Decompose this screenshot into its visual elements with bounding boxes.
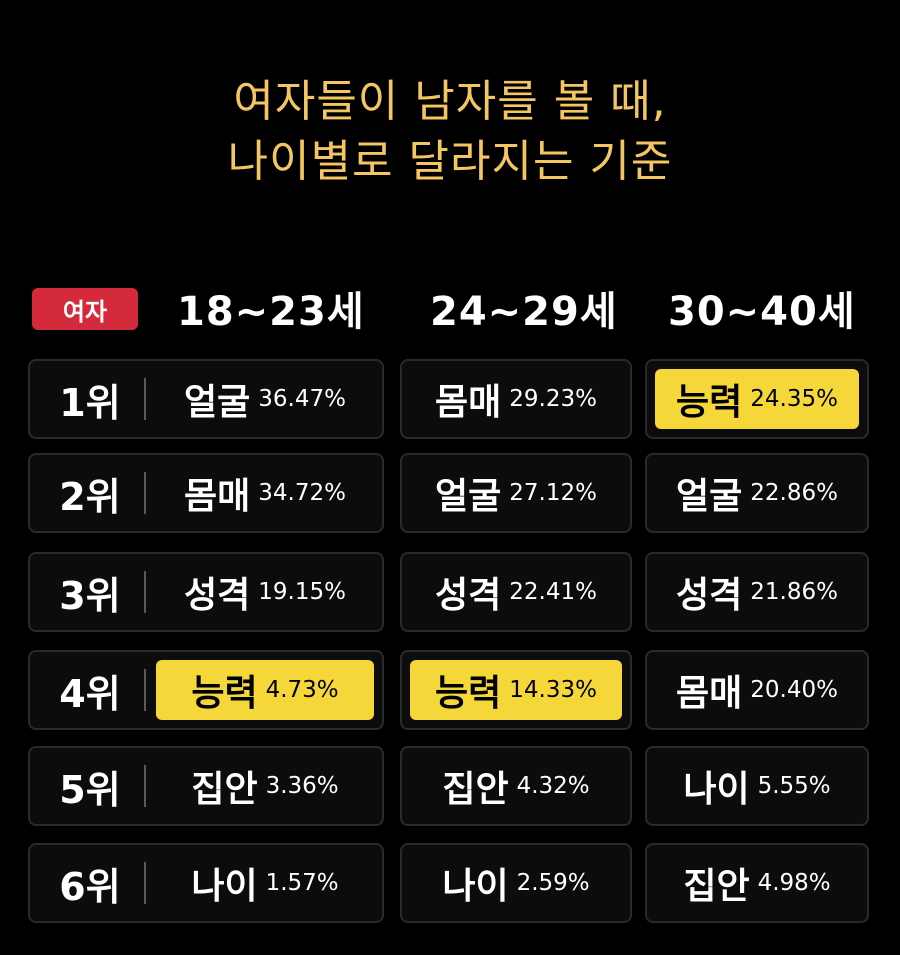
- criterion-label: 능력: [191, 673, 258, 714]
- gender-badge: 여자: [32, 288, 138, 330]
- percentage-value: 19.15%: [258, 579, 346, 605]
- percentage-value: 29.23%: [509, 386, 597, 412]
- criterion-label: 몸매: [676, 673, 743, 714]
- rank-divider: [144, 765, 146, 807]
- ranking-cell: [645, 552, 869, 632]
- percentage-value: 4.98%: [757, 870, 831, 896]
- criterion-label: 집안: [442, 769, 509, 810]
- criterion-label: 얼굴: [184, 382, 251, 423]
- rank-label: 3위: [59, 573, 121, 618]
- percentage-value: 21.86%: [750, 579, 838, 605]
- criterion-label: 성격: [184, 575, 251, 616]
- criterion-label: 집안: [191, 769, 258, 810]
- percentage-value: 2.59%: [516, 870, 590, 896]
- percentage-value: 5.55%: [757, 773, 831, 799]
- ranking-cell: [645, 843, 869, 923]
- percentage-value: 24.35%: [750, 386, 838, 412]
- ranking-cell: [28, 843, 384, 923]
- column-header-24-29: 24~29세: [430, 289, 618, 335]
- highlight-box: [410, 660, 622, 720]
- percentage-value: 20.40%: [750, 677, 838, 703]
- column-header-30-40: 30~40세: [668, 289, 856, 335]
- criterion-label: 능력: [435, 673, 502, 714]
- cell-content: 능력 14.33%: [400, 650, 632, 730]
- percentage-value: 22.86%: [750, 480, 838, 506]
- rank-label: 1위: [59, 380, 121, 425]
- rank-label: 4위: [59, 671, 121, 716]
- column-header-row: 여자 18~23세 24~29세 30~40세: [0, 278, 900, 338]
- criterion-label: 능력: [676, 382, 743, 423]
- cell-content: 성격 22.41%: [400, 552, 632, 632]
- rank-divider: [144, 378, 146, 420]
- cell-content: 능력 24.35%: [645, 359, 869, 439]
- percentage-value: 4.32%: [516, 773, 590, 799]
- cell-content: 나이 1.57%: [146, 843, 384, 923]
- ranking-cell: [400, 552, 632, 632]
- criterion-label: 몸매: [184, 476, 251, 517]
- cell-content: 나이 5.55%: [645, 746, 869, 826]
- cell-content: 몸매 20.40%: [645, 650, 869, 730]
- highlight-box: [655, 369, 859, 429]
- rank-label: 6위: [59, 864, 121, 909]
- rank-divider: [144, 571, 146, 613]
- rank-label: 2위: [59, 474, 121, 519]
- cell-content: 능력 4.73%: [146, 650, 384, 730]
- cell-content: 나이 2.59%: [400, 843, 632, 923]
- ranking-cell: [28, 552, 384, 632]
- ranking-cell: [28, 359, 384, 439]
- cell-content: 몸매 29.23%: [400, 359, 632, 439]
- chart-title: 여자들이 남자를 볼 때, 나이별로 달라지는 기준: [0, 72, 900, 192]
- cell-content: 몸매 34.72%: [146, 453, 384, 533]
- ranking-cell: [28, 746, 384, 826]
- criterion-label: 나이: [191, 866, 258, 907]
- percentage-value: 36.47%: [258, 386, 346, 412]
- cell-content: 성격 21.86%: [645, 552, 869, 632]
- column-header-18-23: 18~23세: [177, 289, 365, 335]
- ranking-cell: [645, 746, 869, 826]
- criterion-label: 몸매: [435, 382, 502, 423]
- criterion-label: 집안: [683, 866, 750, 907]
- criterion-label: 얼굴: [676, 476, 743, 517]
- cell-content: 얼굴 22.86%: [645, 453, 869, 533]
- percentage-value: 3.36%: [265, 773, 339, 799]
- highlight-box: [156, 660, 374, 720]
- cell-content: 집안 4.98%: [645, 843, 869, 923]
- ranking-cell: [645, 650, 869, 730]
- cell-content: 얼굴 27.12%: [400, 453, 632, 533]
- rank-divider: [144, 862, 146, 904]
- percentage-value: 34.72%: [258, 480, 346, 506]
- ranking-cell: [28, 453, 384, 533]
- cell-content: 성격 19.15%: [146, 552, 384, 632]
- rank-divider: [144, 472, 146, 514]
- criterion-label: 얼굴: [435, 476, 502, 517]
- percentage-value: 4.73%: [265, 677, 339, 703]
- percentage-value: 1.57%: [265, 870, 339, 896]
- percentage-value: 22.41%: [509, 579, 597, 605]
- percentage-value: 14.33%: [509, 677, 597, 703]
- ranking-cell: [400, 359, 632, 439]
- cell-content: 얼굴 36.47%: [146, 359, 384, 439]
- criterion-label: 나이: [683, 769, 750, 810]
- criterion-label: 성격: [435, 575, 502, 616]
- rank-label: 5위: [59, 767, 121, 812]
- criterion-label: 나이: [442, 866, 509, 907]
- title-line-2: 나이별로 달라지는 기준: [227, 136, 673, 187]
- ranking-cell: [400, 746, 632, 826]
- ranking-cell: [645, 453, 869, 533]
- ranking-cell: [400, 453, 632, 533]
- rank-divider: [144, 669, 146, 711]
- criterion-label: 성격: [676, 575, 743, 616]
- cell-content: 집안 3.36%: [146, 746, 384, 826]
- ranking-cell: [400, 843, 632, 923]
- title-line-1: 여자들이 남자를 볼 때,: [233, 76, 667, 127]
- cell-content: 집안 4.32%: [400, 746, 632, 826]
- percentage-value: 27.12%: [509, 480, 597, 506]
